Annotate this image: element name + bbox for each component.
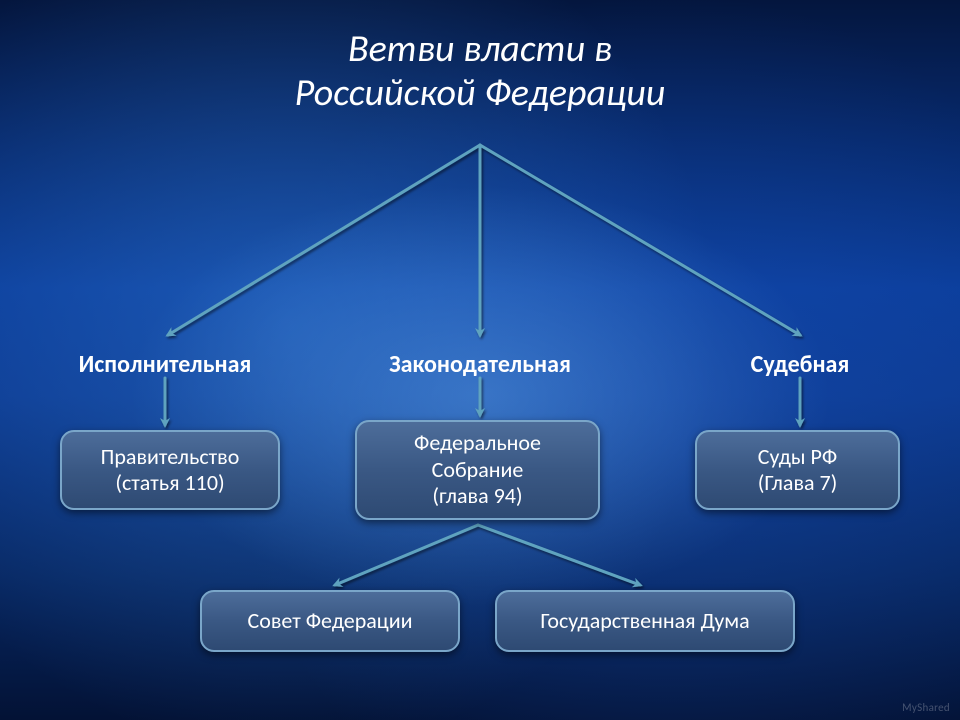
watermark: MyShared (902, 701, 950, 714)
box-federation-council-text: Совет Федерации (247, 608, 412, 634)
box-federal-assembly-text: ФедеральноеСобрание(глава 94) (414, 430, 541, 509)
slide-title: Ветви власти в Российской Федерации (0, 28, 960, 115)
title-line-1: Ветви власти в (0, 28, 960, 72)
branch-label-legislative: Законодательная (389, 350, 571, 379)
box-federation-council: Совет Федерации (200, 590, 460, 652)
branch-label-executive: Исполнительная (79, 350, 252, 379)
slide: Ветви власти в Российской Федерации Испо… (0, 0, 960, 720)
box-courts: Суды РФ(Глава 7) (695, 430, 900, 510)
branch-label-judicial: Судебная (751, 350, 850, 379)
box-government-text: Правительство(статья 110) (101, 444, 240, 497)
box-courts-text: Суды РФ(Глава 7) (758, 444, 838, 497)
box-state-duma: Государственная Дума (495, 590, 795, 652)
box-federal-assembly: ФедеральноеСобрание(глава 94) (355, 420, 600, 520)
box-state-duma-text: Государственная Дума (540, 608, 749, 634)
box-government: Правительство(статья 110) (60, 430, 280, 510)
title-line-2: Российской Федерации (0, 72, 960, 116)
